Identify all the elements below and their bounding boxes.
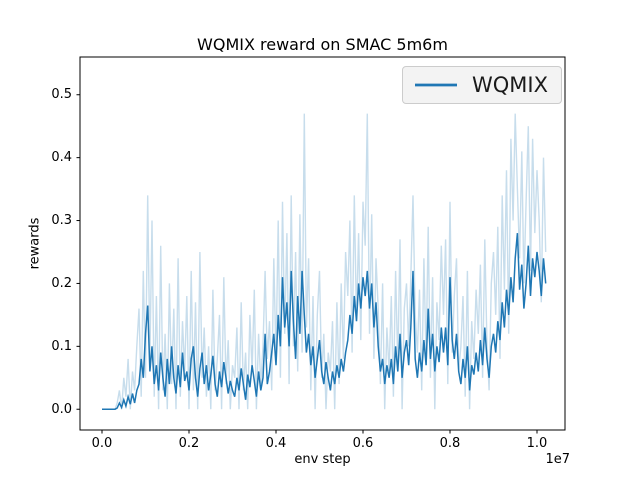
legend-label: WQMIX [472, 72, 548, 97]
y-tick-label: 0.3 [51, 213, 72, 229]
tick-marks [76, 94, 538, 434]
x-axis-offset-text: 1e7 [545, 452, 570, 467]
y-tick-label: 0.1 [51, 338, 72, 354]
y-tick-label: 0.2 [51, 275, 72, 291]
chart-title: WQMIX reward on SMAC 5m6m [197, 35, 448, 54]
y-axis-label-text: rewards [27, 217, 43, 269]
axes-frame [79, 56, 566, 431]
legend-line-sample-icon [415, 83, 457, 87]
smoothed-series-line [102, 233, 547, 410]
x-axis-label: env step [294, 452, 351, 467]
x-tick-label: 1.0 [526, 436, 548, 451]
x-tick-label: 0.0 [91, 436, 113, 451]
x-tick-label: 0.8 [439, 436, 461, 451]
legend: WQMIX [402, 66, 562, 104]
x-tick-label: 0.2 [178, 436, 200, 451]
x-tick-label: 0.6 [352, 436, 374, 451]
y-tick-label: 0.5 [51, 87, 72, 103]
x-tick-label: 0.4 [265, 436, 287, 451]
y-tick-label: 0.4 [51, 150, 72, 166]
y-tick-label: 0.0 [51, 401, 72, 417]
raw-series-line [102, 113, 547, 410]
